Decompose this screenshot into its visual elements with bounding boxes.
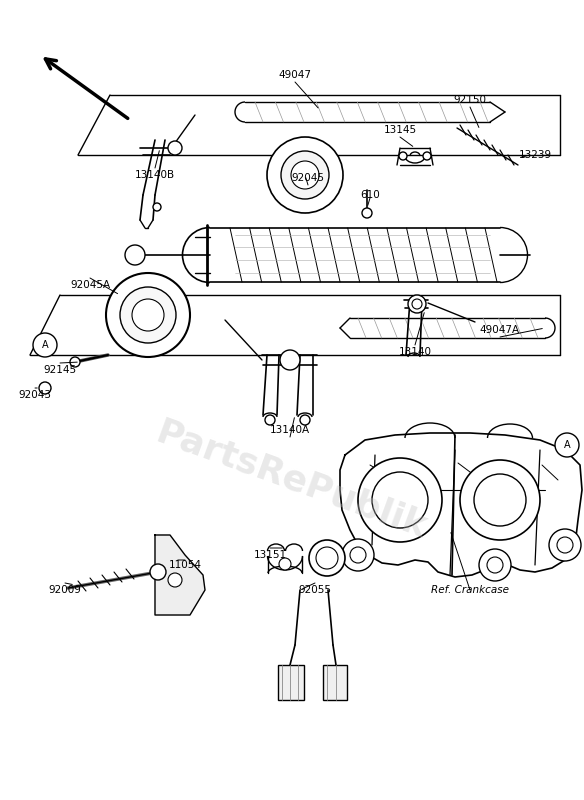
Circle shape	[33, 333, 57, 357]
Circle shape	[460, 460, 540, 540]
Circle shape	[408, 295, 426, 313]
Text: 13140: 13140	[398, 347, 432, 357]
Circle shape	[358, 458, 442, 542]
Text: 13151: 13151	[253, 550, 287, 560]
Circle shape	[549, 529, 581, 561]
Circle shape	[309, 540, 345, 576]
Text: 92150: 92150	[454, 95, 486, 105]
Circle shape	[267, 137, 343, 213]
Circle shape	[350, 547, 366, 563]
Circle shape	[474, 474, 526, 526]
Circle shape	[557, 537, 573, 553]
Circle shape	[291, 161, 319, 189]
Circle shape	[168, 573, 182, 587]
Circle shape	[106, 273, 190, 357]
Circle shape	[487, 557, 503, 573]
Text: PartsRePublik: PartsRePublik	[152, 415, 432, 545]
Circle shape	[281, 151, 329, 199]
Text: A: A	[41, 340, 48, 350]
Circle shape	[125, 245, 145, 265]
Circle shape	[412, 299, 422, 309]
Circle shape	[423, 152, 431, 160]
Text: 92045A: 92045A	[70, 280, 110, 290]
Circle shape	[120, 287, 176, 343]
Circle shape	[316, 547, 338, 569]
Text: 13239: 13239	[519, 150, 551, 160]
Text: 92009: 92009	[48, 585, 81, 595]
Text: 92043: 92043	[19, 390, 51, 400]
Circle shape	[362, 208, 372, 218]
Polygon shape	[155, 535, 205, 615]
Circle shape	[265, 415, 275, 425]
Text: 92045: 92045	[291, 173, 325, 183]
Text: 13145: 13145	[384, 125, 416, 135]
Text: 49047: 49047	[279, 70, 311, 80]
Circle shape	[342, 539, 374, 571]
Text: 610: 610	[360, 190, 380, 200]
Text: 92055: 92055	[298, 585, 332, 595]
Text: A: A	[564, 440, 571, 450]
Circle shape	[555, 433, 579, 457]
Circle shape	[479, 549, 511, 581]
FancyBboxPatch shape	[278, 665, 304, 700]
Text: Ref. Crankcase: Ref. Crankcase	[431, 585, 509, 595]
Circle shape	[150, 564, 166, 580]
Circle shape	[399, 152, 407, 160]
Text: 11054: 11054	[169, 560, 201, 570]
Circle shape	[168, 141, 182, 155]
Circle shape	[39, 382, 51, 394]
Text: 49047A: 49047A	[480, 325, 520, 335]
Circle shape	[280, 350, 300, 370]
Text: 92145: 92145	[43, 365, 77, 375]
Circle shape	[279, 558, 291, 570]
Circle shape	[70, 357, 80, 367]
FancyBboxPatch shape	[323, 665, 347, 700]
Text: 13140B: 13140B	[135, 170, 175, 180]
Circle shape	[153, 203, 161, 211]
Circle shape	[372, 472, 428, 528]
Circle shape	[300, 415, 310, 425]
Circle shape	[132, 299, 164, 331]
Text: 13140A: 13140A	[270, 425, 310, 435]
